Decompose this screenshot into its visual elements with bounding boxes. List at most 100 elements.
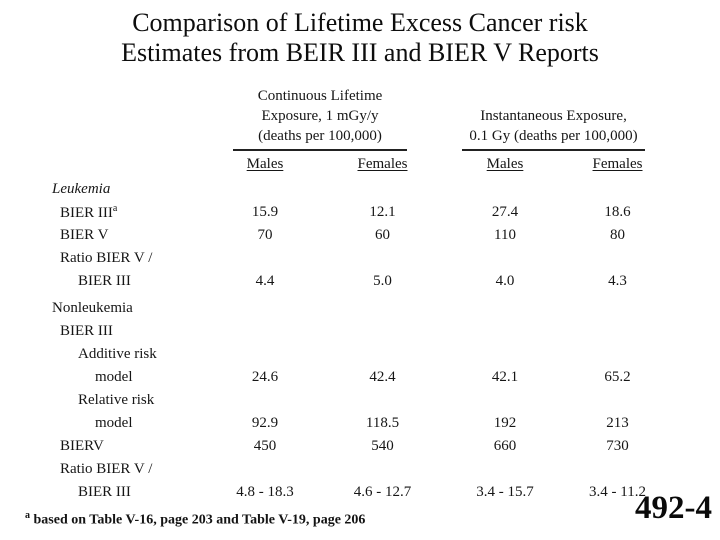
row-label: Ratio BIER V / (60, 250, 153, 266)
cell-value (565, 458, 670, 481)
slide-title-line1: Comparison of Lifetime Excess Cancer ris… (132, 8, 588, 37)
cell-value (445, 343, 565, 366)
cell-value (445, 458, 565, 481)
cell-value: 110 (494, 227, 516, 243)
empty-corner-cell (35, 85, 210, 151)
cell-value (320, 389, 445, 412)
row-label: BIER III (78, 273, 131, 289)
table-row-relative-model: model 92.9 118.5 192 213 (35, 412, 670, 435)
cell-value (565, 247, 670, 270)
cell-value: 60 (375, 227, 390, 243)
cell-value (565, 343, 670, 366)
row-label: Nonleukemia (52, 300, 133, 316)
cell-value: 730 (606, 438, 629, 454)
row-label-cell: Nonleukemia (35, 293, 210, 320)
empty-corner-cell (35, 151, 210, 178)
group1-line2: Exposure, 1 mGy/y (261, 108, 379, 124)
row-label-cell: BIER III (35, 270, 210, 293)
table-row-ratio-label-leukemia: Ratio BIER V / (35, 247, 670, 270)
row-label-cell: Leukemia (35, 178, 210, 201)
group2-line1: Instantaneous Exposure, (480, 108, 627, 124)
cell-value (445, 293, 565, 320)
cell-value (210, 389, 320, 412)
column-group-continuous: Continuous Lifetime Exposure, 1 mGy/y (d… (210, 85, 445, 151)
cell-value: 70 (257, 227, 273, 243)
cell-value: 660 (493, 438, 517, 454)
row-label: BIER III (78, 484, 131, 500)
column-group-instantaneous-label: Instantaneous Exposure, 0.1 Gy (deaths p… (462, 106, 646, 151)
row-label: Leukemia (52, 181, 111, 197)
table-row-ratio-label-nonleukemia: Ratio BIER V / (35, 458, 670, 481)
row-label: model (95, 369, 133, 385)
column-header-row: Males Females Males Females (35, 151, 670, 178)
risk-table: Continuous Lifetime Exposure, 1 mGy/y (d… (35, 85, 670, 504)
row-label: BIER III (60, 205, 113, 221)
cell-value: 4.0 (495, 273, 515, 289)
cell-value: 12.1 (369, 204, 396, 220)
cell-value (565, 178, 670, 201)
cell-value: 4.4 (255, 273, 275, 289)
cell-value: 213 (606, 415, 629, 431)
slide-title-line2: Estimates from BEIR III and BIER V Repor… (121, 38, 599, 67)
cell-value (565, 320, 670, 343)
cell-value (445, 320, 565, 343)
row-label: BIERV (60, 438, 104, 454)
cell-value (445, 178, 565, 201)
table-row-leukemia: Leukemia (35, 178, 670, 201)
footnote-text: based on Table V-16, page 203 and Table … (30, 512, 366, 528)
slide-title: Comparison of Lifetime Excess Cancer ris… (0, 8, 720, 68)
cell-value: 42.1 (491, 369, 519, 385)
cell-value (210, 458, 320, 481)
column-header-cell: Males (210, 151, 320, 178)
column-header-females-instantaneous: Females (592, 156, 643, 172)
cell-value: 15.9 (251, 204, 279, 220)
table-row-additive-model: model 24.6 42.4 42.1 65.2 (35, 366, 670, 389)
cell-value (320, 320, 445, 343)
row-label-cell: BIER IIIa (35, 201, 210, 224)
group1-line1: Continuous Lifetime (257, 88, 383, 104)
cell-value: 192 (493, 415, 517, 431)
cell-value (445, 389, 565, 412)
cell-value: 118.5 (365, 415, 400, 431)
table-row-nonleukemia: Nonleukemia (35, 293, 670, 320)
column-header-females-continuous: Females (357, 156, 408, 172)
table-row-relative-risk: Relative risk (35, 389, 670, 412)
row-label: model (95, 415, 133, 431)
cell-value (320, 247, 445, 270)
column-group-header-row: Continuous Lifetime Exposure, 1 mGy/y (d… (35, 85, 670, 151)
cell-value: 27.4 (491, 204, 519, 220)
cell-value: 4.6 - 12.7 (353, 484, 412, 500)
row-label-cell: Additive risk (35, 343, 210, 366)
cell-value: 24.6 (251, 369, 279, 385)
cell-value (320, 178, 445, 201)
table-row-bier3-nonleukemia: BIER III (35, 320, 670, 343)
cell-value (565, 389, 670, 412)
group2-line2: 0.1 Gy (deaths per 100,000) (469, 128, 638, 144)
cell-value (320, 343, 445, 366)
table-row-bier5-nonleukemia: BIERV 450 540 660 730 (35, 435, 670, 458)
cell-value (565, 293, 670, 320)
row-label: BIER V (60, 227, 109, 243)
row-label: Relative risk (78, 392, 155, 408)
table-row-bier3-leukemia: BIER IIIa 15.9 12.1 27.4 18.6 (35, 201, 670, 224)
cell-value: 18.6 (604, 204, 631, 220)
cell-value (210, 343, 320, 366)
column-header-males-continuous: Males (246, 156, 284, 172)
cell-value (445, 247, 565, 270)
table-row-bier5-leukemia: BIER V 70 60 110 80 (35, 224, 670, 247)
cell-value (320, 293, 445, 320)
cell-value: 3.4 - 11.2 (589, 484, 646, 500)
row-label-cell: BIERV (35, 435, 210, 458)
column-group-continuous-label: Continuous Lifetime Exposure, 1 mGy/y (d… (233, 86, 408, 151)
cell-value: 42.4 (369, 369, 396, 385)
cell-value: 4.3 (608, 273, 627, 289)
cell-value: 5.0 (373, 273, 392, 289)
cell-value: 4.8 - 18.3 (236, 484, 294, 500)
row-label-cell: BIER III (35, 320, 210, 343)
column-group-instantaneous: Instantaneous Exposure, 0.1 Gy (deaths p… (445, 85, 670, 151)
column-header-males-instantaneous: Males (486, 156, 524, 172)
footnote-marker: a (25, 510, 30, 521)
footnote: a based on Table V-16, page 203 and Tabl… (25, 510, 365, 529)
page-number: 492-4 (635, 490, 712, 526)
